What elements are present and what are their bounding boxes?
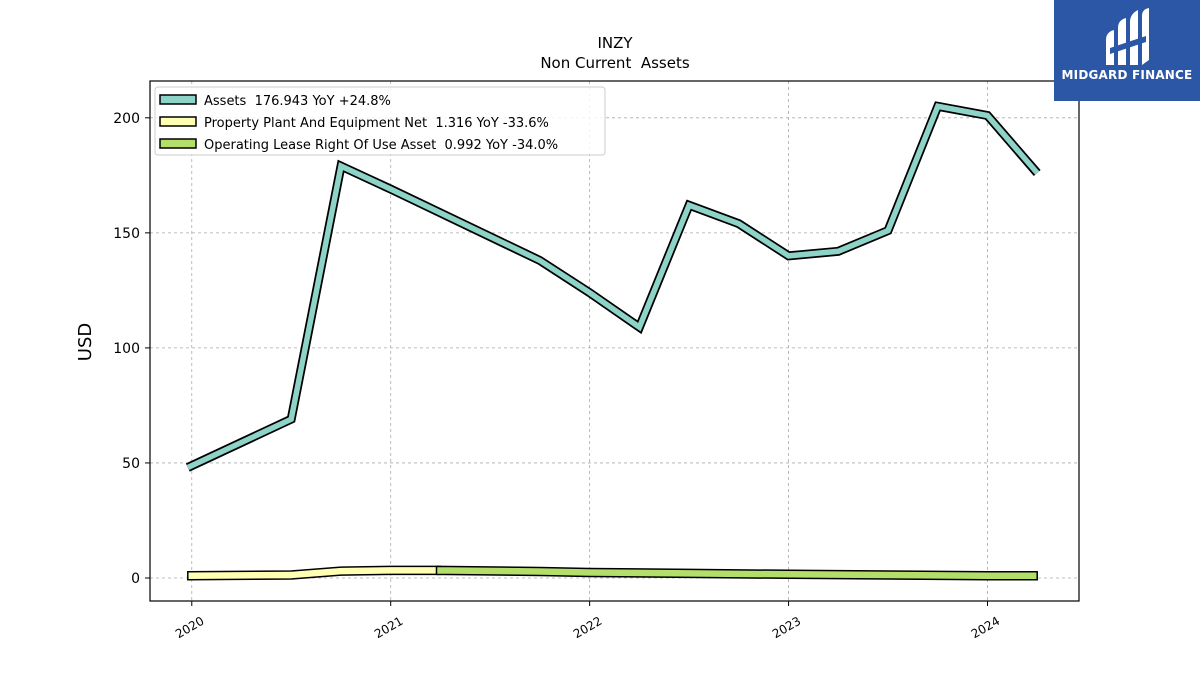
legend: Assets 176.943 YoY +24.8% Property Plant … — [154, 86, 606, 156]
midgard-logo-icon — [1106, 8, 1149, 65]
x-tick-label: 2021 — [372, 614, 405, 641]
y-tick-label: 50 — [122, 456, 140, 472]
legend-label: Operating Lease Right Of Use Asset 0.992… — [204, 138, 558, 153]
legend-swatch — [159, 116, 197, 127]
series-layer — [185, 101, 1041, 581]
series-band-2 — [435, 565, 1038, 581]
y-tick-label: 0 — [131, 571, 140, 587]
x-tick-label: 2024 — [969, 614, 1002, 641]
plot-frame — [149, 80, 1080, 602]
legend-frame — [154, 86, 606, 156]
y-tick-label: 150 — [113, 226, 140, 242]
x-tick-label: 2023 — [770, 614, 803, 641]
y-axis: 0 50 100 150 200 — [113, 111, 150, 587]
legend-swatch — [159, 138, 197, 149]
brand-logo: MIDGARD FINANCE — [1054, 0, 1200, 101]
legend-swatch — [159, 94, 197, 105]
chart-title: INZY — [597, 34, 633, 52]
chart-subtitle: Non Current Assets — [540, 54, 690, 72]
legend-label: Assets 176.943 YoY +24.8% — [204, 94, 391, 109]
series-line-0 — [186, 103, 1040, 470]
grid — [150, 81, 1079, 601]
x-axis: 2020 2021 2022 2023 2024 — [173, 601, 1002, 641]
y-axis-label: USD — [75, 323, 96, 361]
x-tick-label: 2020 — [173, 614, 206, 641]
y-tick-label: 200 — [113, 111, 140, 127]
y-tick-label: 100 — [113, 341, 140, 357]
x-tick-label: 2022 — [571, 614, 604, 641]
legend-label: Property Plant And Equipment Net 1.316 Y… — [204, 116, 549, 131]
brand-name: MIDGARD FINANCE — [1061, 68, 1193, 82]
